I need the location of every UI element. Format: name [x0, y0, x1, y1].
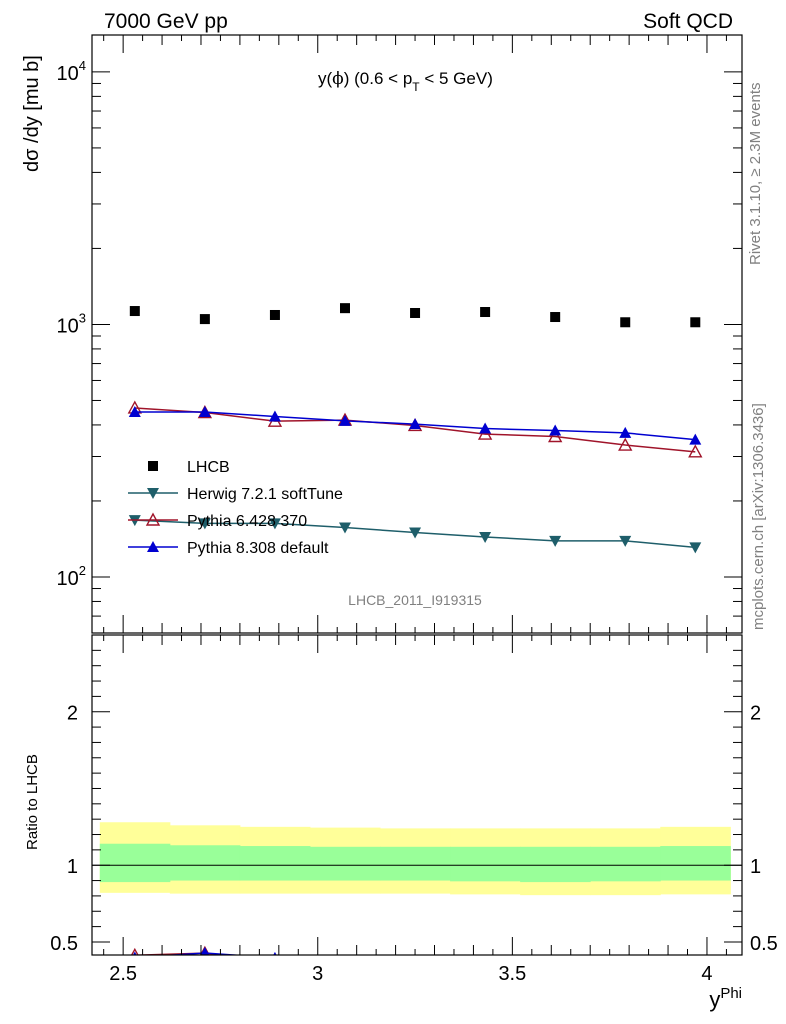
band-inner-bin [99, 843, 171, 883]
band-inner-bin [520, 846, 591, 883]
y-tick-label: 102 [57, 563, 86, 590]
ratio-y-tick-label-right: 1 [750, 856, 761, 878]
tick-labels: 102 103 104 0.5 0.5 1 1 2 2 2.5 3 3.5 4 [50, 58, 778, 985]
band-inner-bin [450, 846, 521, 882]
x-tick-label: 4 [701, 963, 712, 985]
svg-text:y(ϕ) (0.6 < pT < 5 GeV): y(ϕ) (0.6 < pT < 5 GeV) [318, 69, 493, 94]
svg-text:yPhi: yPhi [709, 985, 742, 1012]
point-lhcb [480, 307, 491, 318]
point-herwig-7-2-1-softtune [689, 542, 702, 554]
ratio-y-axis-label: Ratio to LHCB [24, 754, 41, 850]
band-inner-bin [380, 846, 451, 881]
ratio-frame [91, 634, 743, 956]
legend-marker-pythia-6-428-370 [145, 512, 161, 526]
ratio-y-tick-label-left: 0.5 [50, 933, 78, 955]
ratio-y-tick-label-left: 2 [67, 703, 78, 725]
band-inner-bin [660, 846, 731, 881]
legend: LHCB Herwig 7.2.1 softTune Pythia 6.428 37… [128, 459, 343, 557]
point-herwig-7-2-1-softtune [338, 522, 351, 534]
header-left: 7000 GeV pp [104, 10, 228, 33]
main-series [127, 303, 703, 554]
point-pythia-6-428-370 [688, 444, 703, 458]
point-pythia-8-308-default [268, 410, 281, 422]
legend-label-pythia-8-308-default: Pythia 8.308 default [187, 540, 329, 557]
point-lhcb [269, 309, 280, 320]
point-herwig-7-2-1-softtune [198, 518, 211, 530]
point-pythia-8-308-default [128, 406, 141, 418]
main-frame [91, 34, 743, 634]
ratio-y-tick-label-left: 1 [67, 856, 78, 878]
band-inner-bin [169, 845, 241, 881]
legend-label-pythia-6-428-370: Pythia 6.428 370 [187, 513, 307, 530]
legend-marker-pythia-8-308-default [147, 541, 159, 552]
point-lhcb [690, 317, 701, 328]
ratio-point-pythia-8-308-default [200, 947, 210, 955]
point-pythia-6-428-370 [477, 426, 493, 440]
point-pythia-8-308-default [689, 433, 702, 445]
rivet-label: Rivet 3.1.10, ≥ 2.3M events [747, 83, 764, 266]
point-herwig-7-2-1-softtune [409, 527, 422, 539]
axis-ticks [92, 35, 742, 955]
x-tick-label: 3 [312, 963, 323, 985]
legend-label-herwig-7-2-1-softtune: Herwig 7.2.1 softTune [187, 486, 343, 503]
point-lhcb [410, 307, 421, 318]
point-pythia-6-428-370 [547, 429, 563, 443]
point-herwig-7-2-1-softtune [549, 535, 562, 547]
point-pythia-8-308-default [338, 414, 351, 426]
header-right: Soft QCD [643, 10, 733, 33]
point-lhcb [339, 303, 350, 314]
point-herwig-7-2-1-softtune [619, 535, 632, 547]
legend-marker-lhcb [148, 461, 158, 471]
y-tick-label: 103 [57, 310, 86, 337]
x-tick-label: 3.5 [498, 963, 526, 985]
point-lhcb [620, 317, 631, 328]
x-axis-label: yPhi [709, 985, 742, 1012]
point-pythia-8-308-default [549, 424, 562, 436]
point-herwig-7-2-1-softtune [479, 531, 492, 543]
mcplots-label: mcplots.cern.ch [arXiv:1306.3436] [750, 403, 767, 630]
point-pythia-8-308-default [409, 418, 422, 430]
point-lhcb [199, 314, 210, 325]
point-pythia-6-428-370 [618, 437, 633, 451]
point-lhcb [129, 306, 140, 317]
point-pythia-8-308-default [198, 406, 211, 418]
ratio-point-pythia-8-308-default [273, 951, 277, 955]
band-inner-bin [309, 846, 381, 881]
ratio-y-tick-label-right: 0.5 [750, 933, 778, 955]
x-tick-label: 2.5 [109, 963, 137, 985]
point-pythia-8-308-default [619, 426, 632, 438]
ratio-series [130, 945, 277, 955]
analysis-id: LHCB_2011_I919315 [348, 592, 482, 608]
y-tick-label: 104 [57, 58, 86, 85]
band-inner-bin [590, 846, 661, 882]
band-inner-bin [239, 846, 311, 881]
point-lhcb [550, 312, 561, 323]
ratio-point-pythia-6-428-370 [273, 952, 277, 955]
y-axis-label: dσ /dy [mu b] [21, 55, 43, 172]
ratio-y-tick-label-right: 2 [750, 703, 761, 725]
ratio-uncertainty-bands [99, 822, 731, 896]
point-pythia-8-308-default [479, 422, 492, 434]
ratio-point-pythia-8-308-default [132, 951, 137, 955]
main-title: y(ϕ) (0.6 < pT < 5 GeV) [318, 69, 493, 94]
point-herwig-7-2-1-softtune [268, 518, 281, 530]
legend-label-lhcb: LHCB [187, 459, 230, 476]
legend-marker-herwig-7-2-1-softtune [147, 488, 159, 499]
